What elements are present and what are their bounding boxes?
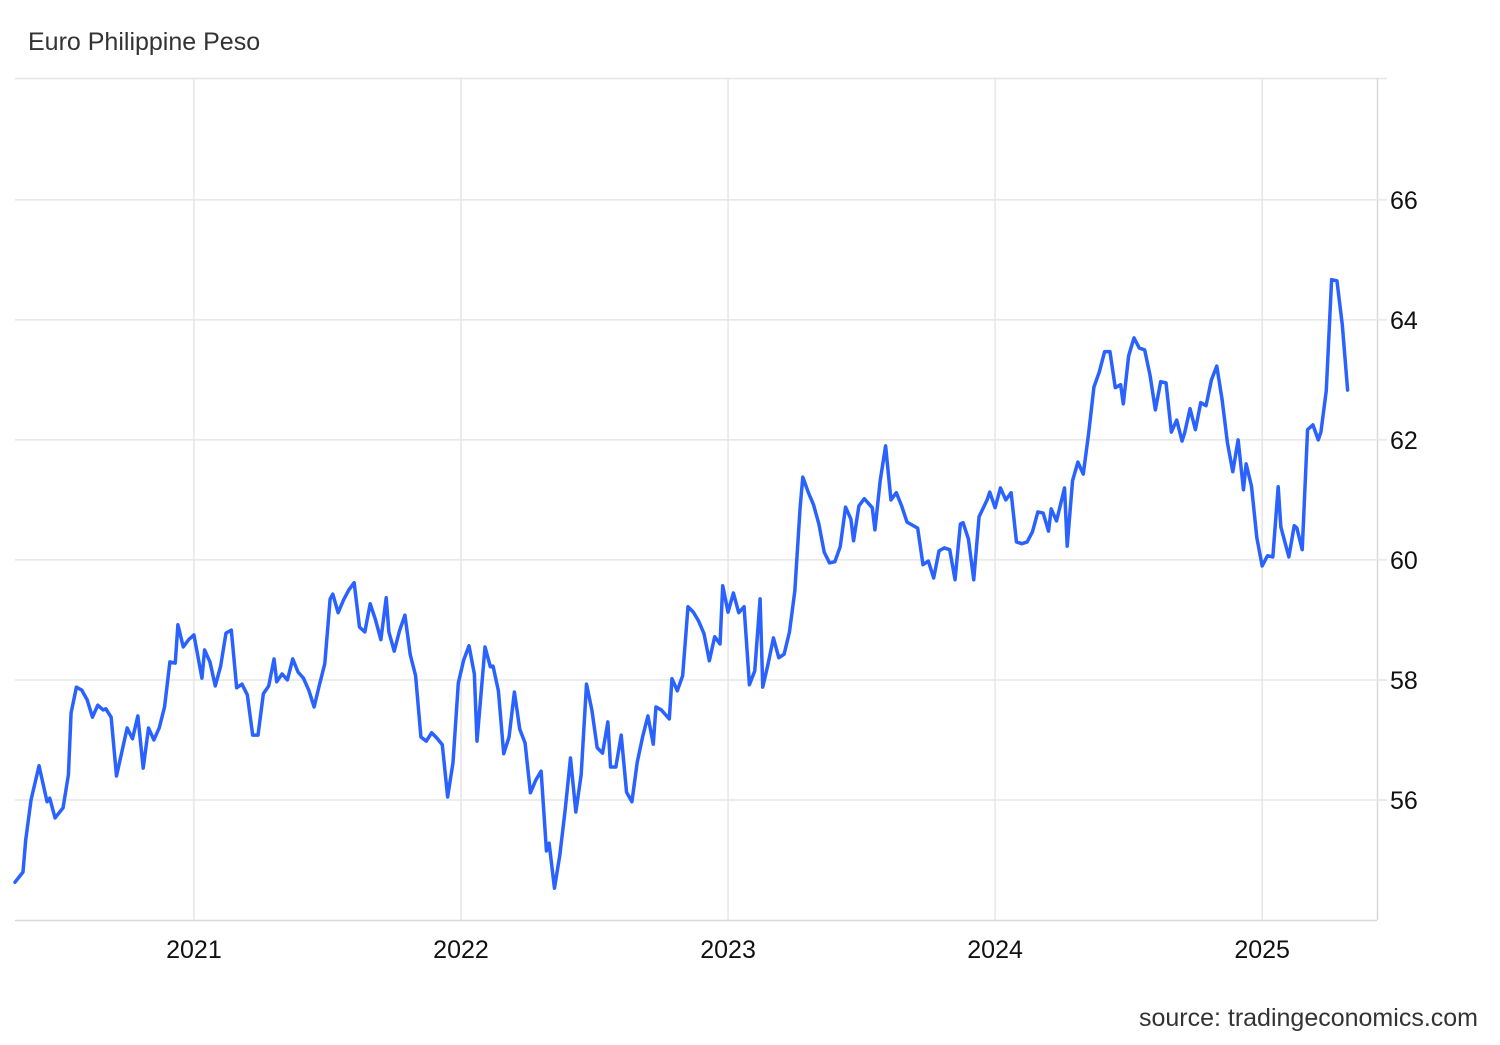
x-tick-label: 2021 — [166, 936, 222, 964]
axis-labels: 56 58 60 62 64 66 2021 2022 2023 2024 2025 — [166, 187, 1418, 964]
x-tick-label: 2025 — [1234, 936, 1290, 964]
grid — [15, 78, 1387, 920]
x-tick-label: 2024 — [967, 936, 1023, 964]
chart-title: Euro Philippine Peso — [28, 28, 260, 56]
y-tick-label: 62 — [1390, 427, 1418, 455]
x-tick-label: 2022 — [433, 936, 489, 964]
price-line — [13, 277, 1350, 890]
y-tick-label: 66 — [1390, 187, 1418, 215]
y-tick-label: 64 — [1390, 307, 1418, 335]
y-tick-label: 58 — [1390, 667, 1418, 695]
y-tick-label: 60 — [1390, 547, 1418, 575]
source-note: source: tradingeconomics.com — [1139, 1004, 1478, 1032]
plot-area — [13, 277, 1350, 890]
y-tick-label: 56 — [1390, 787, 1418, 815]
x-tick-label: 2023 — [700, 936, 756, 964]
